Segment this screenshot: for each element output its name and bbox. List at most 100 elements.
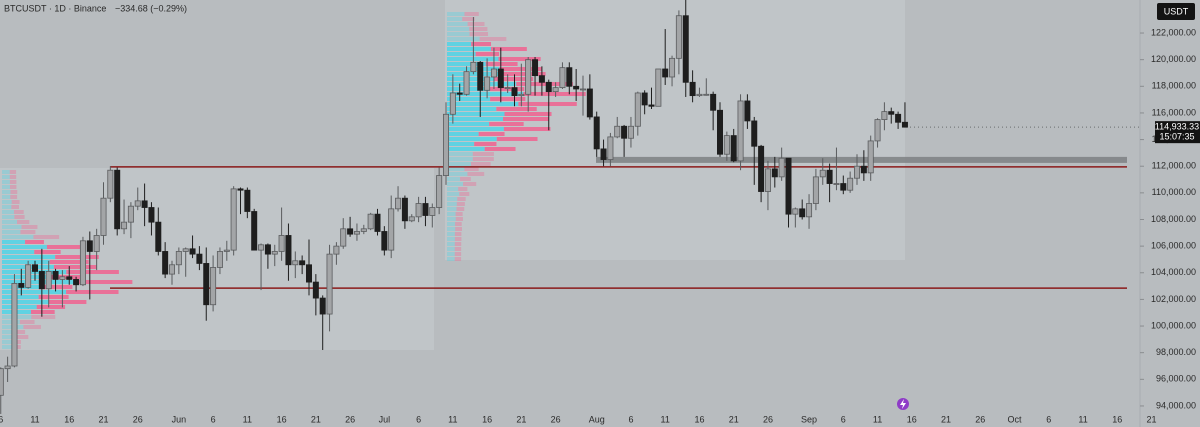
y-tick-label: 98,000.00 bbox=[1156, 347, 1196, 357]
volume-profile-bar bbox=[447, 127, 504, 131]
alert-icon-bolt bbox=[900, 399, 906, 409]
candle-body bbox=[484, 76, 491, 91]
volume-profile-bar bbox=[20, 230, 36, 234]
candle-body bbox=[703, 93, 710, 96]
volume-profile-bar bbox=[9, 185, 17, 189]
candle-body bbox=[258, 244, 265, 251]
volume-profile-bar bbox=[447, 167, 465, 171]
volume-profile-bar bbox=[447, 62, 486, 66]
candle-body bbox=[388, 208, 395, 251]
candle-body bbox=[593, 116, 600, 150]
candle-body bbox=[141, 200, 148, 208]
candle-body bbox=[237, 188, 244, 191]
x-tick-label: 21 bbox=[98, 414, 108, 424]
x-tick-label: 16 bbox=[1112, 414, 1122, 424]
x-tick-label: 11 bbox=[661, 414, 670, 424]
candle-body bbox=[45, 271, 52, 290]
volume-profile-bar bbox=[447, 217, 456, 221]
volume-profile-bar bbox=[516, 82, 573, 86]
last-price-label: 114,933.33 bbox=[1155, 122, 1199, 132]
volume-profile-bar bbox=[478, 132, 505, 136]
volume-profile-bar bbox=[447, 37, 480, 41]
candle-body bbox=[669, 57, 676, 78]
volume-profile-bar bbox=[454, 247, 462, 251]
candle-body bbox=[422, 203, 429, 216]
candle-body bbox=[771, 168, 778, 178]
x-tick-label: Oct bbox=[1008, 414, 1023, 424]
volume-profile-bar bbox=[55, 255, 99, 259]
candle-body bbox=[189, 248, 196, 255]
volume-profile-bar bbox=[447, 222, 456, 226]
candle-body bbox=[395, 197, 402, 210]
volume-profile-bar bbox=[472, 152, 494, 156]
candle-body bbox=[367, 213, 374, 230]
volume-profile-bar bbox=[447, 112, 505, 116]
volume-profile-bar bbox=[464, 167, 479, 171]
volume-profile-bar bbox=[46, 245, 84, 249]
x-tick-label: Jun bbox=[172, 414, 187, 424]
volume-profile-bar bbox=[456, 202, 465, 206]
candle-body bbox=[134, 200, 141, 207]
volume-profile-bar bbox=[447, 247, 455, 251]
volume-profile-bar bbox=[447, 237, 455, 241]
candle-body bbox=[504, 87, 511, 90]
x-tick-label: 16 bbox=[64, 414, 74, 424]
volume-profile-bar bbox=[454, 232, 462, 236]
volume-profile-bar bbox=[2, 260, 50, 264]
candle-body bbox=[182, 248, 189, 252]
x-tick-label: 21 bbox=[311, 414, 321, 424]
volume-profile-bar bbox=[501, 72, 546, 76]
volume-profile-bar bbox=[447, 12, 465, 16]
candle-body bbox=[641, 92, 648, 106]
x-tick-label: 6 bbox=[841, 414, 846, 424]
volume-profile-bar bbox=[34, 250, 61, 254]
volume-profile-bar bbox=[2, 245, 47, 249]
volume-profile-bar bbox=[454, 257, 462, 261]
volume-profile-bar bbox=[447, 192, 460, 196]
volume-profile-bar bbox=[447, 147, 485, 151]
volume-profile-bar bbox=[16, 335, 29, 339]
volume-profile-bar bbox=[447, 142, 475, 146]
volume-profile-bar bbox=[447, 102, 519, 106]
x-tick-label: 11 bbox=[873, 414, 882, 424]
candle-body bbox=[79, 240, 86, 286]
x-tick-label: 11 bbox=[1078, 414, 1087, 424]
candle-body bbox=[168, 264, 175, 275]
volume-profile-bar bbox=[447, 162, 471, 166]
volume-profile-bar bbox=[485, 62, 518, 66]
volume-profile-bar bbox=[447, 177, 461, 181]
volume-profile-bar bbox=[2, 210, 14, 214]
candle-body bbox=[442, 113, 449, 176]
x-tick-label: 11 bbox=[243, 414, 252, 424]
volume-profile-bar bbox=[2, 270, 67, 274]
candle-body bbox=[52, 271, 59, 280]
volume-profile-bar bbox=[2, 295, 39, 299]
volume-profile-bar bbox=[2, 190, 11, 194]
volume-profile-bar bbox=[73, 280, 133, 284]
candle-body bbox=[271, 251, 278, 255]
volume-profile-bar bbox=[2, 255, 56, 259]
volume-profile-bar bbox=[49, 260, 89, 264]
volume-profile-bar bbox=[2, 335, 17, 339]
candle-body bbox=[38, 271, 45, 290]
volume-profile-bar bbox=[467, 172, 485, 176]
volume-profile-bar bbox=[447, 107, 497, 111]
volume-profile-bar bbox=[447, 227, 456, 231]
volume-profile-bar bbox=[2, 340, 13, 344]
volume-profile-bar bbox=[489, 122, 524, 126]
candle-body bbox=[353, 231, 360, 235]
volume-profile-bar bbox=[454, 237, 462, 241]
volume-profile-bar bbox=[447, 22, 468, 26]
candle-body bbox=[251, 211, 258, 251]
volume-profile-bar bbox=[462, 17, 475, 21]
volume-profile-bar bbox=[504, 112, 552, 116]
volume-profile-bar bbox=[38, 295, 69, 299]
y-tick-label: 96,000.00 bbox=[1156, 374, 1196, 384]
candle-body bbox=[778, 157, 785, 178]
y-tick-label: 100,000.00 bbox=[1151, 320, 1196, 330]
candle-body bbox=[566, 67, 573, 87]
volume-profile-bar bbox=[463, 182, 477, 186]
x-tick-label: 16 bbox=[694, 414, 704, 424]
candle-body bbox=[854, 165, 861, 179]
